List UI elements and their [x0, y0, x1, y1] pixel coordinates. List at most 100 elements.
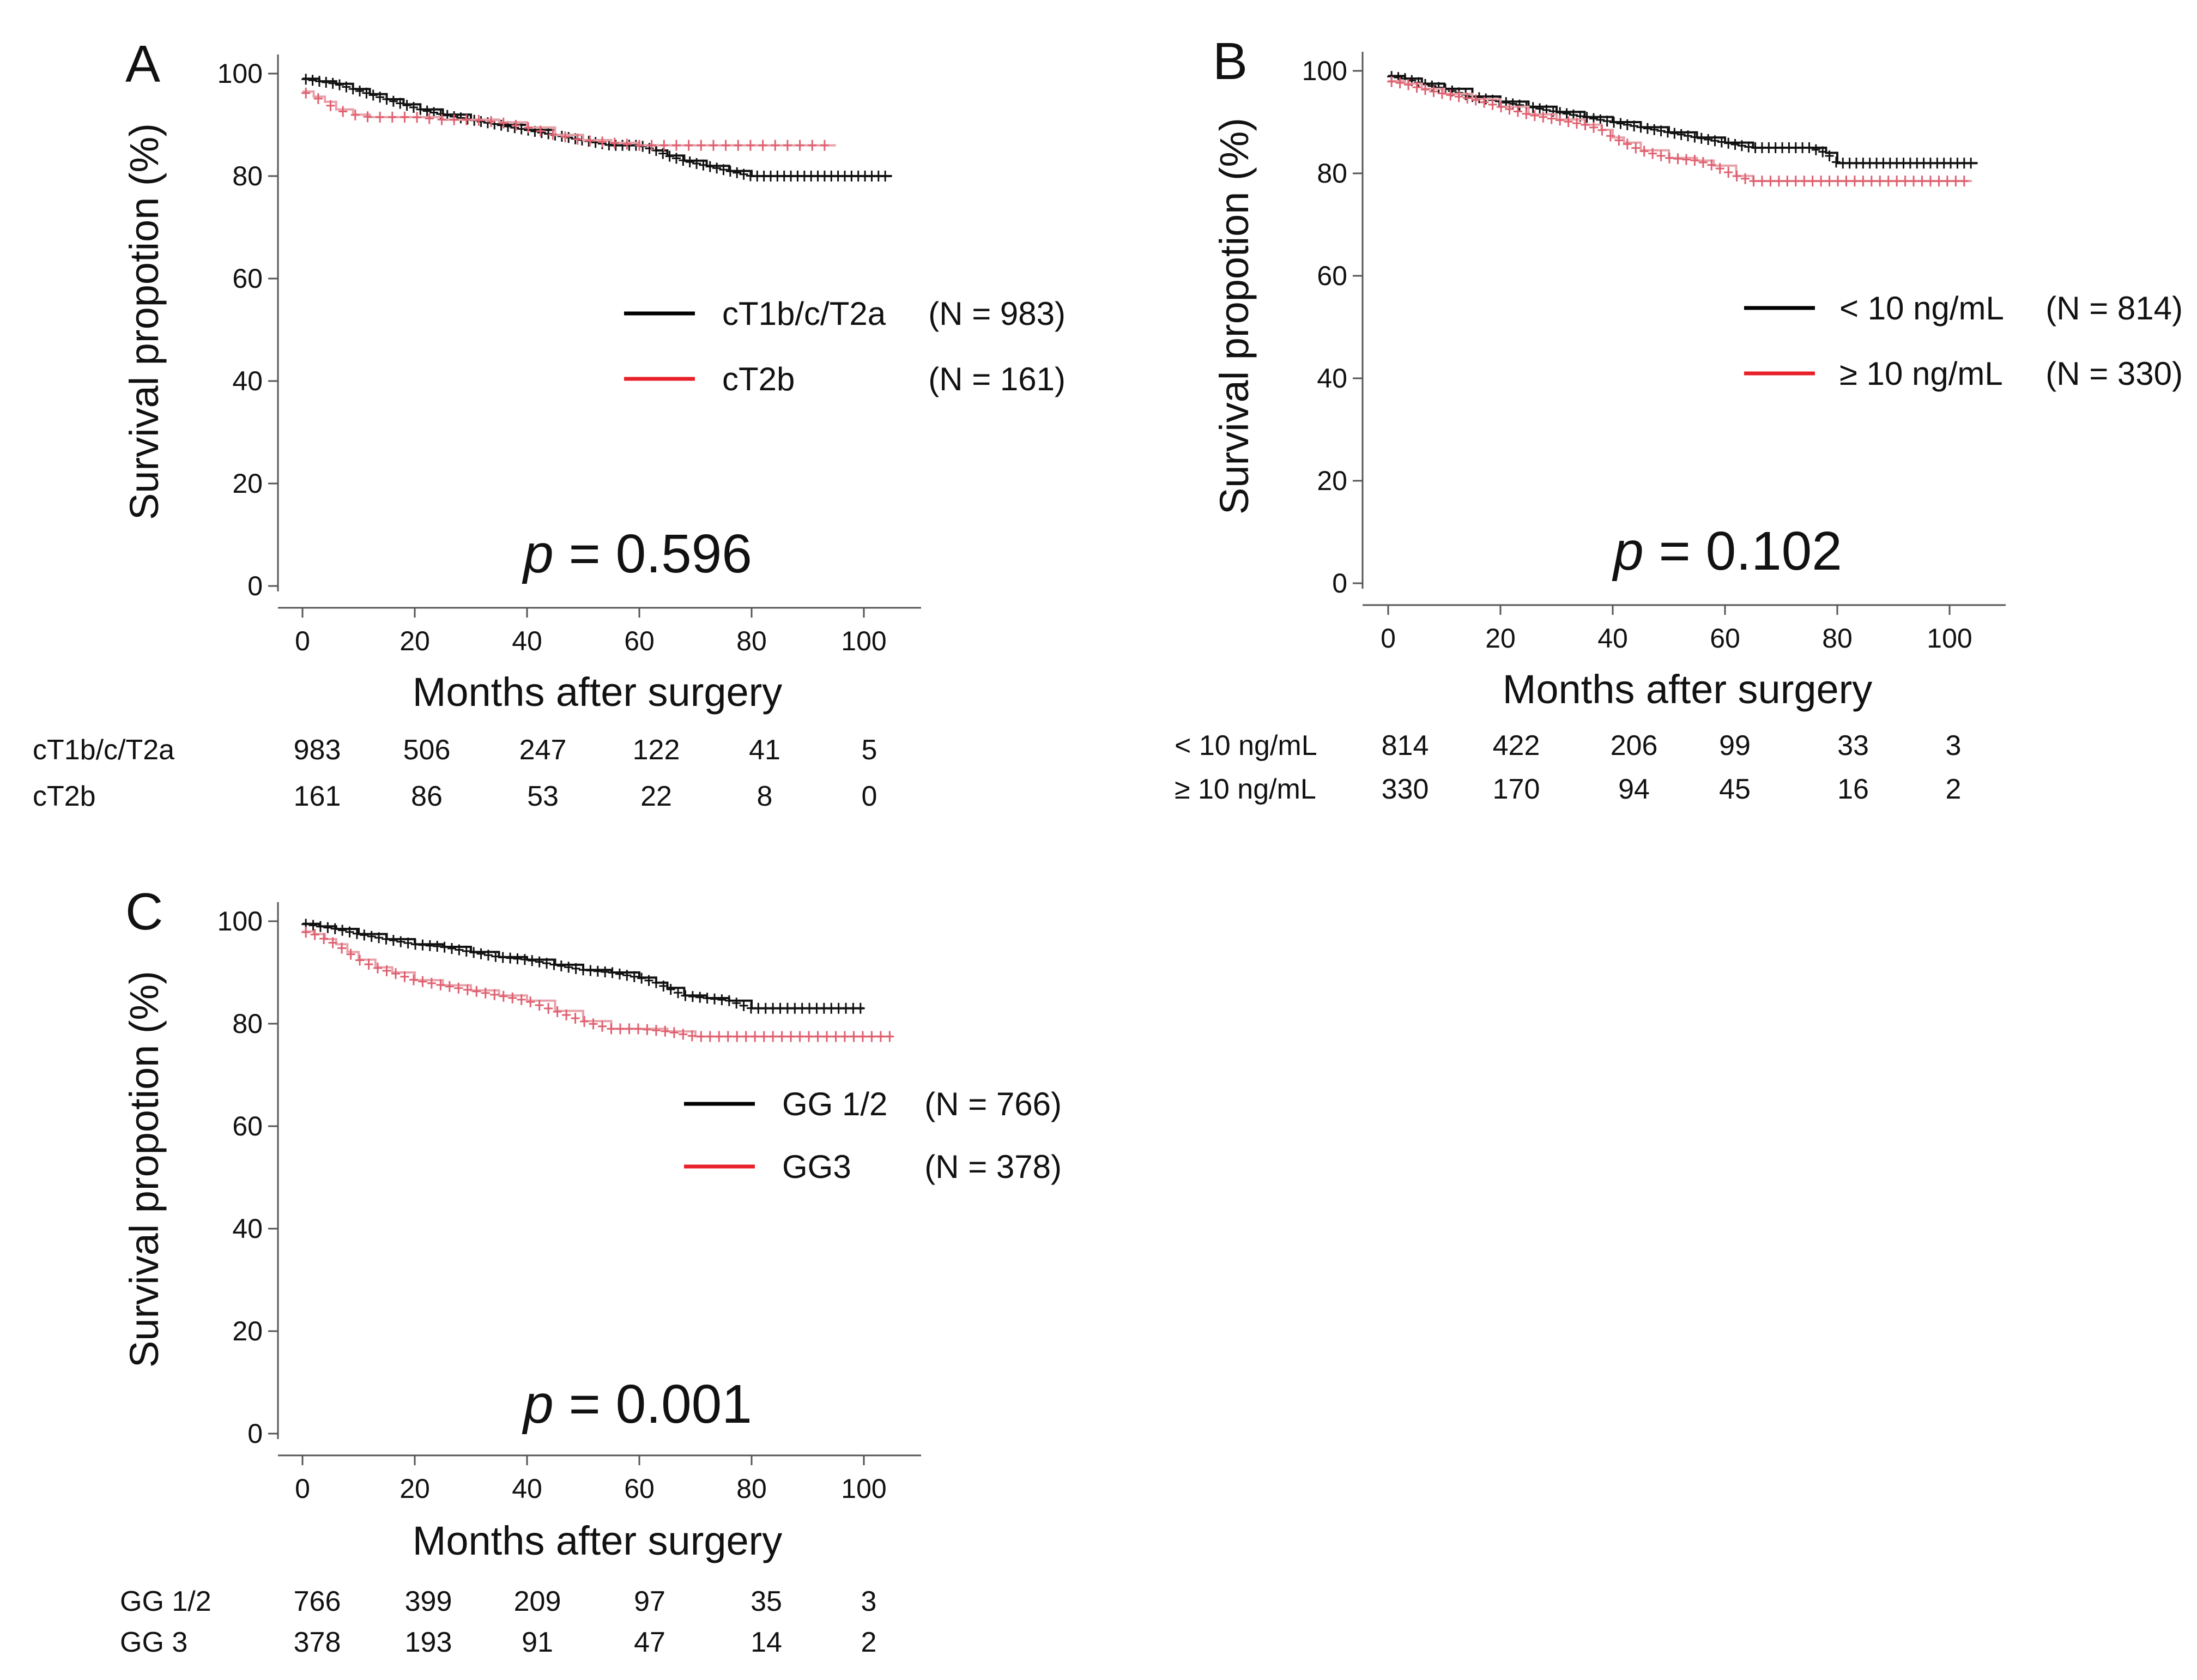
risk-value-C-1-5: 2 — [861, 1627, 877, 1658]
y-tick-label-B-3: 60 — [1317, 261, 1347, 291]
y-tick-label-A-5: 100 — [217, 58, 263, 89]
legend-name-A-0: cT1b/c/T2a — [722, 295, 886, 332]
legend-name-B-1: ≥ 10 ng/mL — [1839, 355, 2003, 392]
x-tick-label-A-3: 60 — [624, 626, 655, 656]
y-tick-label-B-1: 20 — [1317, 466, 1347, 496]
risk-value-C-0-2: 209 — [514, 1586, 561, 1617]
risk-value-B-1-1: 170 — [1493, 773, 1540, 805]
x-tick-label-B-2: 40 — [1597, 623, 1628, 654]
legend-C: GG 1/2 (N = 766) GG3 (N = 378) — [684, 1086, 1062, 1185]
y-axis-label-C: Survival propotion (%) — [122, 971, 167, 1368]
risk-value-C-0-4: 35 — [751, 1586, 782, 1617]
curves-C — [301, 918, 894, 1042]
p-value-text-A: = 0.596 — [554, 523, 752, 584]
risk-value-A-1-5: 0 — [862, 781, 877, 812]
x-tick-label-B-5: 100 — [1927, 623, 1972, 654]
risk-value-C-0-1: 399 — [405, 1586, 452, 1617]
y-axis-label-B: Survival propotion (%) — [1212, 118, 1257, 515]
censor-marks-A-0 — [301, 74, 890, 182]
legend-B: < 10 ng/mL (N = 814) ≥ 10 ng/mL (N = 330… — [1744, 290, 2183, 392]
risk-value-A-0-2: 247 — [519, 734, 567, 766]
y-tick-label-B-2: 40 — [1317, 363, 1347, 394]
panel-letter-B: B — [1213, 32, 1248, 90]
risk-value-A-1-4: 8 — [757, 781, 773, 812]
risk-row-label-A-0: cT1b/c/T2a — [33, 734, 174, 766]
x-tick-label-C-5: 100 — [841, 1473, 886, 1504]
y-tick-label-C-2: 40 — [232, 1213, 263, 1244]
y-ticks-B: 0 20 40 60 80 100 — [1302, 56, 1363, 599]
panel-C: C Survival propotion (%) 0 20 40 60 80 100 0 2… — [120, 883, 1062, 1658]
x-tick-label-A-0: 0 — [295, 626, 310, 656]
y-tick-label-C-5: 100 — [217, 906, 263, 936]
risk-value-A-1-0: 161 — [294, 781, 341, 812]
x-ticks-C: 0 20 40 60 80 100 — [295, 1455, 887, 1504]
y-tick-label-A-1: 20 — [232, 468, 263, 499]
x-ticks-A: 0 20 40 60 80 100 — [295, 608, 887, 656]
y-tick-label-B-4: 80 — [1317, 158, 1347, 189]
x-tick-label-B-3: 60 — [1710, 623, 1740, 654]
x-axis-label-C: Months after surgery — [413, 1518, 783, 1563]
x-tick-label-A-4: 80 — [736, 626, 767, 656]
y-tick-label-A-4: 80 — [232, 161, 263, 191]
risk-table-A: cT1b/c/T2a cT2b 983 506 247 122 41 5 161 86 53 22… — [33, 734, 877, 812]
risk-value-C-0-0: 766 — [294, 1586, 341, 1617]
x-tick-label-C-2: 40 — [512, 1473, 542, 1504]
risk-value-A-1-2: 53 — [527, 781, 559, 812]
y-tick-label-C-1: 20 — [232, 1316, 263, 1346]
censor-marks-A-1 — [301, 87, 829, 151]
risk-value-C-0-5: 3 — [861, 1586, 877, 1617]
p-value-C: p = 0.001 — [522, 1374, 752, 1435]
p-symbol-B: p — [1612, 521, 1644, 582]
risk-value-B-1-2: 94 — [1618, 773, 1650, 805]
risk-values-C: 766 399 209 97 35 3 378 193 91 47 14 2 — [294, 1586, 877, 1658]
censor-marks-C-1 — [301, 927, 894, 1042]
x-tick-label-C-3: 60 — [624, 1473, 655, 1504]
risk-value-C-1-4: 14 — [751, 1627, 782, 1658]
x-tick-label-A-2: 40 — [512, 626, 542, 656]
risk-value-C-1-0: 378 — [294, 1627, 341, 1658]
p-value-B: p = 0.102 — [1612, 521, 1842, 582]
y-tick-label-C-4: 80 — [232, 1008, 263, 1039]
panel-letter-A: A — [125, 35, 160, 93]
legend-name-C-1: GG3 — [782, 1149, 851, 1185]
x-ticks-B: 0 20 40 60 80 100 — [1381, 605, 1972, 654]
risk-value-A-0-0: 983 — [294, 734, 341, 766]
risk-value-B-0-3: 99 — [1719, 730, 1751, 762]
x-tick-label-C-1: 20 — [400, 1473, 430, 1504]
x-tick-label-C-4: 80 — [736, 1473, 767, 1504]
risk-value-C-0-3: 97 — [634, 1586, 665, 1617]
y-tick-label-C-3: 60 — [232, 1111, 263, 1141]
x-axis-label-A: Months after surgery — [413, 669, 783, 715]
risk-value-B-1-3: 45 — [1719, 773, 1751, 805]
y-tick-label-C-0: 0 — [247, 1418, 263, 1449]
risk-value-A-0-4: 41 — [749, 734, 780, 766]
risk-value-C-1-2: 91 — [522, 1627, 553, 1658]
risk-value-B-0-0: 814 — [1382, 730, 1429, 762]
risk-row-label-A-1: cT2b — [33, 781, 96, 812]
risk-value-C-1-1: 193 — [405, 1627, 452, 1658]
x-tick-label-B-4: 80 — [1822, 623, 1853, 654]
censor-marks-B-0 — [1387, 71, 1976, 169]
legend-n-B-0: (N = 814) — [2045, 290, 2183, 327]
risk-value-B-1-0: 330 — [1382, 773, 1429, 805]
risk-value-A-0-1: 506 — [403, 734, 451, 766]
risk-row-label-C-0: GG 1/2 — [120, 1586, 211, 1617]
risk-value-B-0-1: 422 — [1493, 730, 1540, 762]
curve-C-1 — [302, 930, 892, 1038]
legend-name-C-0: GG 1/2 — [782, 1086, 887, 1122]
p-value-text-B: = 0.102 — [1644, 521, 1842, 582]
panel-B: B Survival propotion (%) 0 20 40 60 80 100 0 2… — [1175, 32, 2183, 805]
curves-A — [301, 74, 892, 182]
curve-B-0 — [1388, 75, 1978, 165]
x-tick-label-A-5: 100 — [841, 626, 886, 656]
legend-n-A-0: (N = 983) — [928, 295, 1066, 332]
censor-marks-C-0 — [301, 918, 865, 1014]
curve-A-1 — [302, 90, 836, 147]
risk-value-B-0-5: 3 — [1946, 730, 1962, 762]
risk-value-B-1-5: 2 — [1946, 773, 1962, 805]
risk-value-B-1-4: 16 — [1837, 773, 1869, 805]
